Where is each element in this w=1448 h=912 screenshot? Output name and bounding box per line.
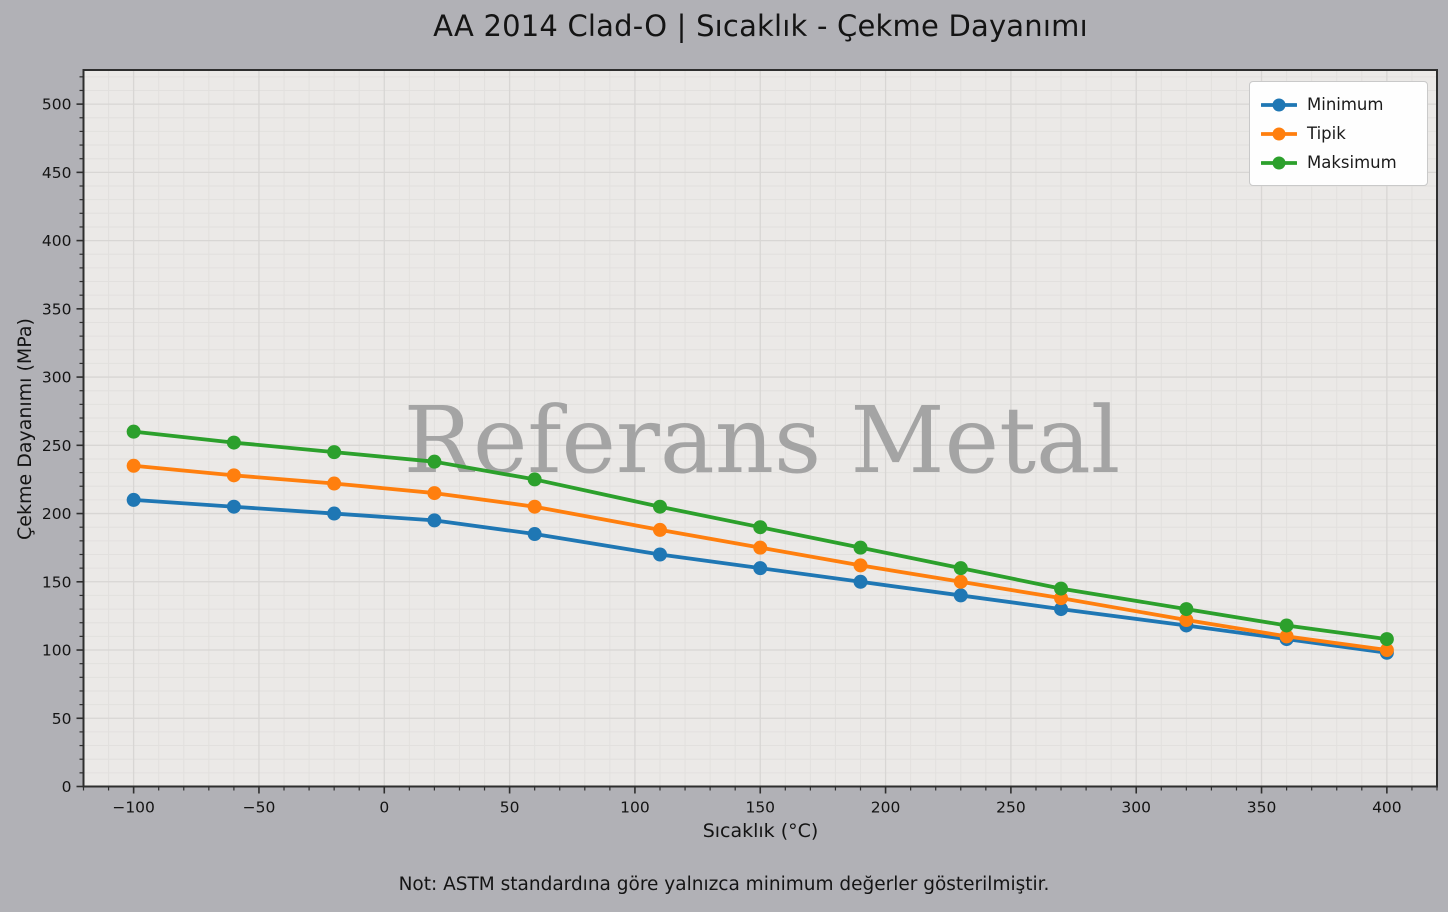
legend-label-maksimum: Maksimum [1307,153,1397,172]
data-point-tipik [853,558,868,573]
data-point-minimum [427,513,442,528]
data-point-tipik [527,499,542,514]
data-point-tipik [327,476,342,491]
x-tick-label: 150 [745,799,775,817]
x-tick-label: 250 [996,799,1026,817]
chart-title: AA 2014 Clad-O | Sıcaklık - Çekme Dayanı… [433,9,1088,43]
watermark: Referans Metal [404,387,1121,494]
x-tick-label: 300 [1121,799,1151,817]
data-point-minimum [327,506,342,521]
data-point-tipik [126,458,141,473]
data-point-tipik [1279,629,1294,644]
data-point-tipik [953,574,968,589]
legend: Minimum Tipik Maksimum [1249,81,1428,186]
y-tick-label: 500 [42,96,72,114]
data-point-tipik [1379,643,1394,658]
y-tick-label: 250 [42,437,72,455]
data-point-minimum [953,588,968,603]
legend-label-minimum: Minimum [1307,95,1384,114]
data-point-maksimum [1179,602,1194,617]
data-point-maksimum [1054,581,1069,596]
data-point-maksimum [427,454,442,469]
x-tick-label: 0 [379,799,389,817]
y-axis-label: Çekme Dayanımı (MPa) [14,318,36,540]
y-tick-label: 100 [42,642,72,660]
y-tick-label: 0 [62,778,72,796]
data-point-minimum [753,561,768,576]
data-point-maksimum [327,445,342,460]
x-tick-label: 50 [500,799,520,817]
data-point-tipik [226,468,241,483]
x-tick-label: 400 [1372,799,1402,817]
x-axis-label: Sıcaklık (°C) [702,820,819,842]
y-tick-label: 150 [42,573,72,591]
data-point-minimum [853,574,868,589]
x-tick-label: 100 [620,799,650,817]
x-tick-label: −100 [112,799,155,817]
data-point-maksimum [753,520,768,535]
y-tick-label: 450 [42,164,72,182]
footnote: Not: ASTM standardına göre yalnızca mini… [398,874,1050,895]
data-point-minimum [652,547,667,562]
data-point-maksimum [126,424,141,439]
y-tick-label: 200 [42,505,72,523]
y-tick-label: 300 [42,369,72,387]
data-point-maksimum [853,540,868,555]
data-point-tipik [753,540,768,555]
data-point-maksimum [226,435,241,450]
legend-item-maksimum: Maksimum [1261,148,1417,177]
data-point-tipik [1179,612,1194,627]
legend-label-tipik: Tipik [1307,124,1346,143]
x-tick-label: −50 [243,799,276,817]
data-point-maksimum [953,561,968,576]
legend-swatch-tipik-icon [1261,127,1297,140]
y-tick-label: 50 [52,710,72,728]
data-point-minimum [1054,602,1069,617]
x-tick-label: 350 [1247,799,1277,817]
data-point-maksimum [1279,618,1294,633]
data-point-minimum [527,527,542,542]
data-point-tipik [652,522,667,537]
y-tick-label: 350 [42,300,72,318]
legend-item-tipik: Tipik [1261,119,1417,148]
x-tick-label: 200 [871,799,901,817]
y-tick-label: 400 [42,232,72,250]
data-point-maksimum [1379,632,1394,647]
data-point-tipik [427,486,442,501]
legend-item-minimum: Minimum [1261,90,1417,119]
data-point-minimum [126,492,141,507]
legend-swatch-maksimum-icon [1261,156,1297,169]
legend-swatch-minimum-icon [1261,98,1297,111]
data-point-minimum [226,499,241,514]
data-point-maksimum [652,499,667,514]
data-point-maksimum [527,472,542,487]
